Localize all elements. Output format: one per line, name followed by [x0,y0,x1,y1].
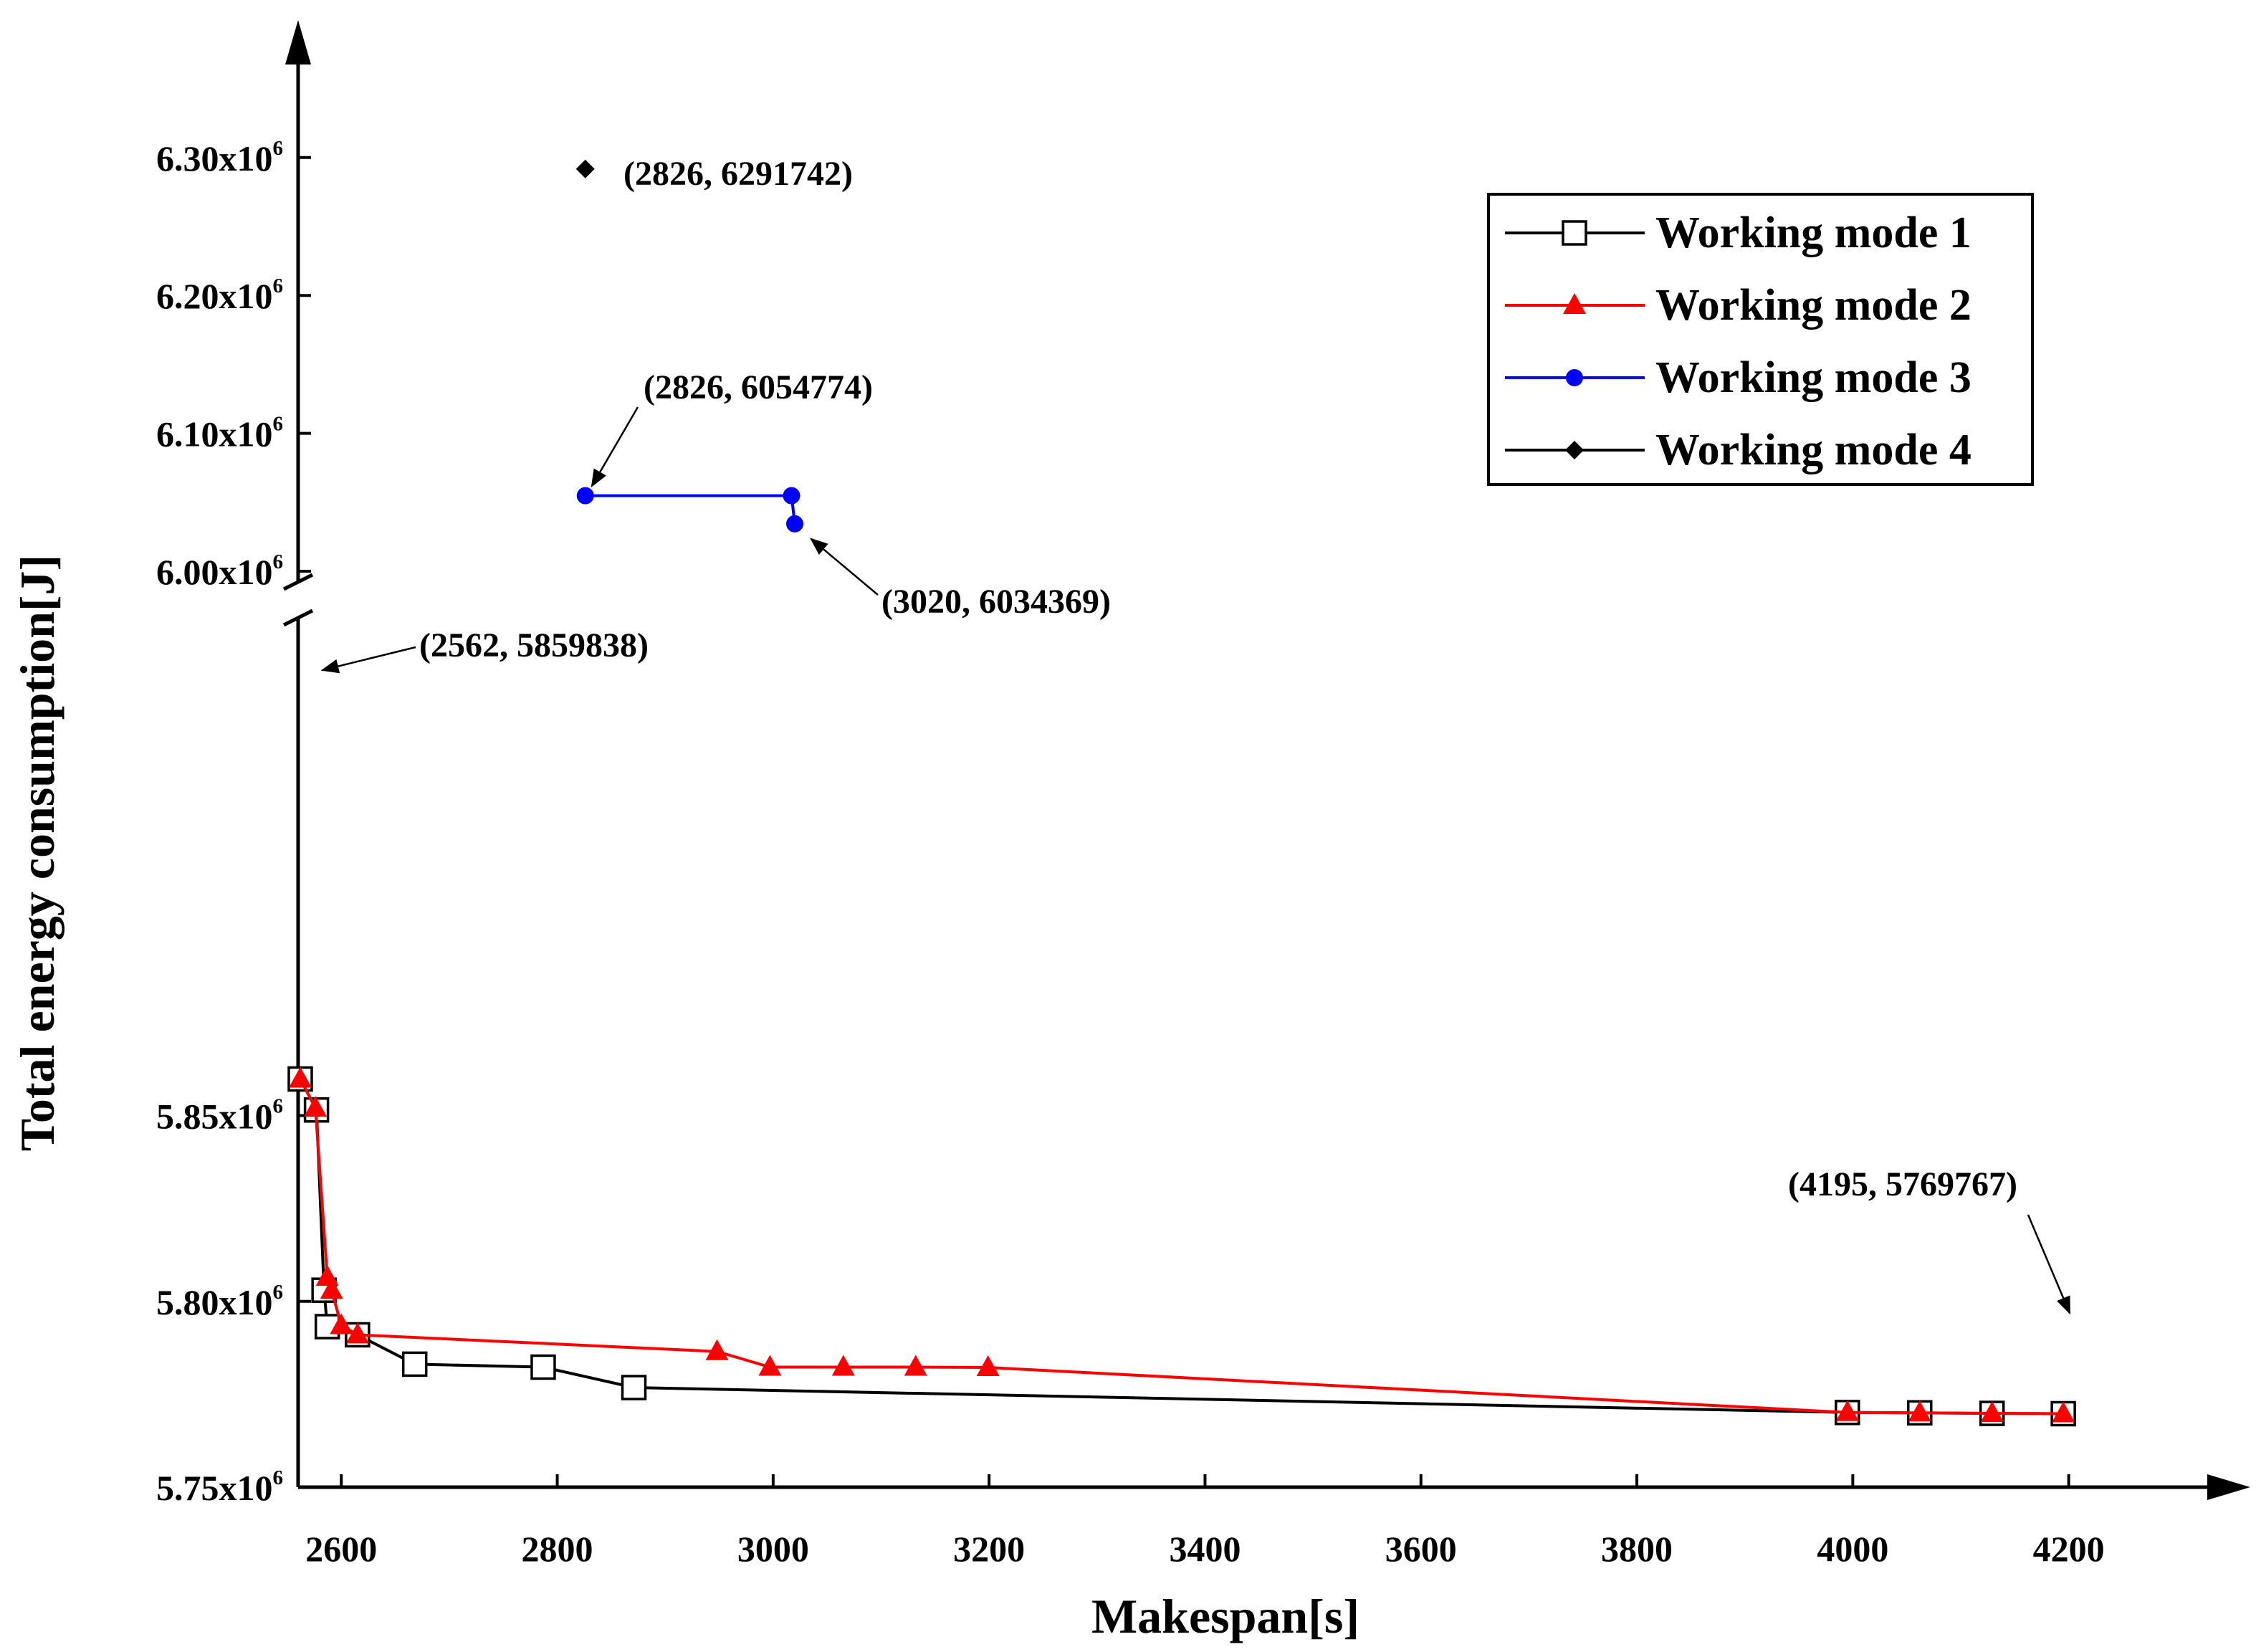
data-point [904,1355,927,1376]
annotation-label: (2826, 6291742) [623,155,853,193]
data-point [783,487,800,505]
annotation-arrow [591,406,639,488]
series-line [299,1078,2064,1415]
data-point [2052,1401,2075,1423]
y-tick-label: 5.85x106 [156,1095,283,1137]
legend-entry: Working mode 1 [1505,209,1971,257]
data-point [304,1096,328,1117]
y-tick-label: 6.20x106 [156,274,283,316]
series-layer [287,159,2076,1427]
legend-label: Working mode 3 [1655,353,1971,402]
data-point [330,1313,353,1335]
series-3 [576,487,803,533]
x-axis-ticks: 2600 2800 3000 3200 3400 3600 3800 4000 4200 [305,1474,2105,1569]
data-point [401,1351,428,1378]
annotation-label: (3020, 6034369) [881,583,1111,621]
y-tick-label: 6.00x106 [156,550,283,592]
legend-swatch-marker [1562,220,1587,246]
series-1 [287,1066,2076,1427]
data-point [576,487,594,505]
annotation-label: (4195, 5769767) [1788,1165,2017,1203]
y-axis-title: Total energy consumption[J] [10,555,64,1151]
x-axis-arrow [2207,1474,2250,1500]
y-tick-label: 6.30x106 [156,137,283,178]
legend: Working mode 1 Working mode 2 Working mode… [1487,193,2034,486]
y-axis-arrow [285,20,311,65]
data-point [1908,1400,1931,1422]
annotation-label: (2562, 5859838) [419,626,649,664]
annotation-arrow [320,646,416,674]
y-axis-break-mark [282,573,314,591]
x-tick-label: 2800 [522,1529,593,1569]
annotation-arrow [810,538,879,596]
y-axis-break-mark [282,608,314,627]
annotations-layer: (2826, 6291742) (2826, 6054774) (3020, 603… [320,155,2071,1315]
legend-swatch-marker [1565,441,1584,459]
legend-swatch-marker [1563,293,1586,314]
x-tick-label: 2600 [305,1529,377,1569]
data-point [705,1339,729,1360]
data-point [320,1278,343,1299]
x-tick-label: 3800 [1601,1529,1673,1569]
y-tick-label: 6.10x106 [156,413,283,454]
data-point [831,1355,855,1376]
legend-swatch-marker [1566,369,1583,386]
annotation-arrow [2027,1214,2071,1315]
data-point [621,1375,647,1400]
data-point [1835,1400,1859,1421]
y-tick-label: 5.80x106 [156,1281,283,1322]
data-point [758,1355,782,1376]
x-tick-label: 3000 [737,1529,809,1569]
data-point [785,515,803,533]
series-line [585,494,796,525]
axes [282,20,2250,1500]
x-tick-label: 3400 [1169,1529,1241,1569]
x-tick-label: 3200 [953,1529,1025,1569]
data-point [575,159,595,178]
data-point [315,1265,339,1286]
data-point [345,1322,369,1344]
legend-entry: Working mode 2 [1505,281,1971,330]
x-axis-title: Makespan[s] [1091,1589,1359,1643]
data-point [1980,1401,2004,1423]
legend-label: Working mode 1 [1655,209,1971,257]
legend-entry: Working mode 3 [1505,353,1971,402]
x-tick-label: 4000 [1817,1529,1888,1569]
y-axis-ticks: 5.75x106 5.80x106 5.85x106 6.00x106 6.10x106… [156,137,311,1508]
series-2 [289,1066,2075,1423]
series-line [299,1078,2064,1415]
y-tick-label: 5.75x106 [156,1466,283,1508]
x-tick-label: 4200 [2033,1529,2105,1569]
data-point [530,1354,556,1380]
data-point [976,1355,1000,1377]
series-4 [575,159,595,178]
legend-entry: Working mode 4 [1505,426,1971,474]
data-point [289,1066,312,1088]
annotation-label: (2826, 6054774) [644,368,873,406]
legend-label: Working mode 2 [1655,281,1971,330]
x-tick-label: 3600 [1385,1529,1457,1569]
legend-label: Working mode 4 [1655,426,1971,474]
